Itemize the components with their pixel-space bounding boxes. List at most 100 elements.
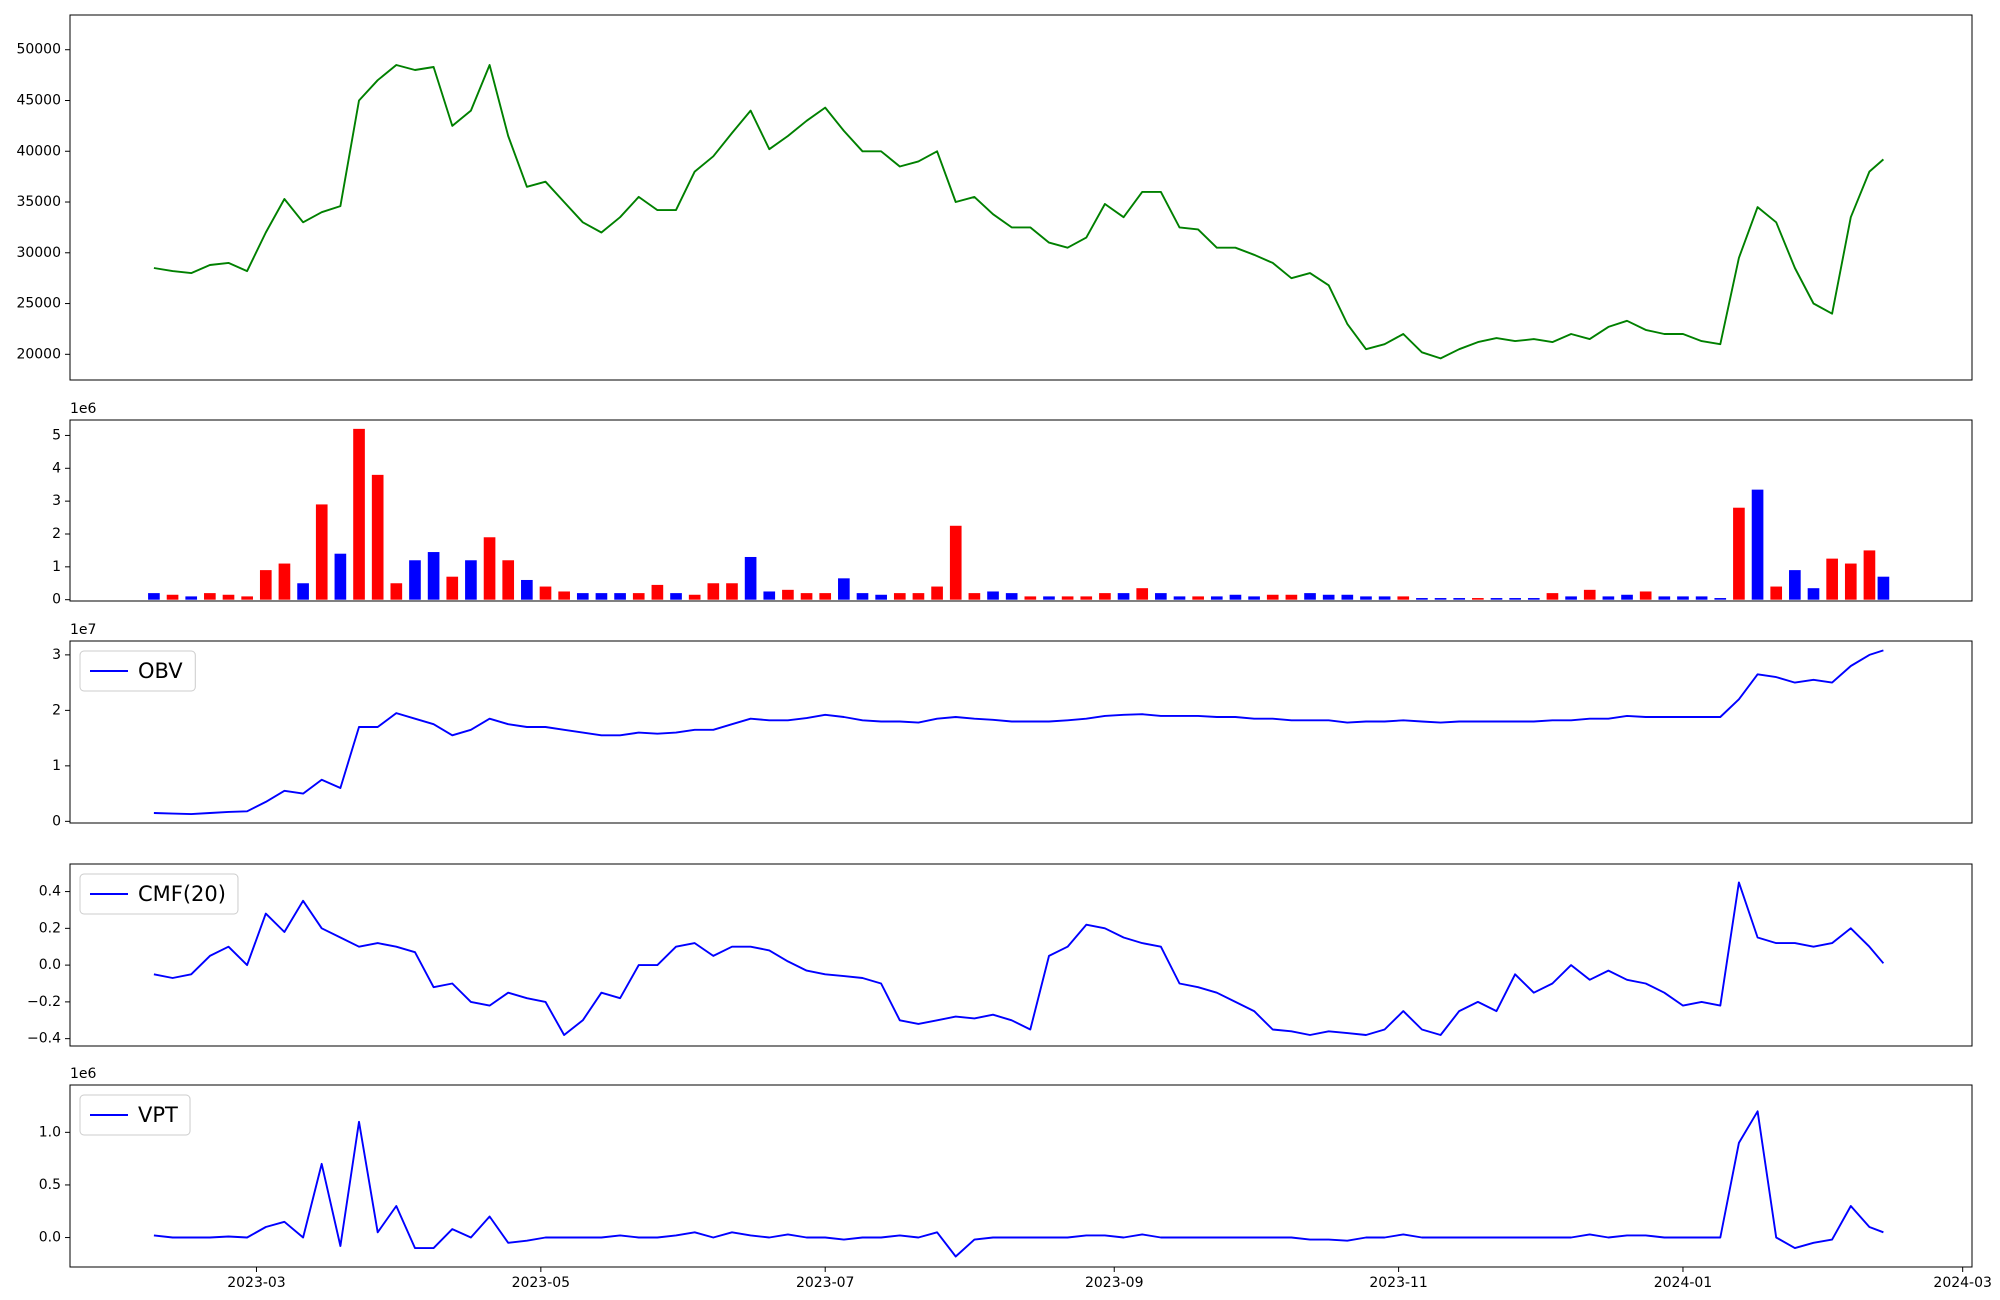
x-tick-label: 2024-01 <box>1654 1275 1713 1291</box>
volume-bar <box>782 589 794 600</box>
x-tick-label: 2023-05 <box>512 1275 571 1291</box>
volume-bar <box>539 586 552 600</box>
volume-bar <box>1136 588 1149 600</box>
volume-bar <box>259 570 272 600</box>
y-tick-label: 0.0 <box>39 957 61 973</box>
plot-frame <box>69 640 1973 824</box>
legend-box <box>79 650 196 692</box>
offset-label: 1e6 <box>70 1066 97 1082</box>
volume-bar <box>819 593 832 600</box>
volume-bar <box>968 593 981 600</box>
y-tick-label: −0.4 <box>27 1031 61 1047</box>
plot-frame <box>69 1084 1973 1268</box>
data-line <box>153 64 1885 360</box>
volume-bar <box>744 556 757 600</box>
volume-bar <box>409 560 421 600</box>
volume-bar <box>1397 596 1410 600</box>
y-tick-label: −0.2 <box>27 994 61 1010</box>
y-tick-label: 0.0 <box>39 1230 61 1246</box>
volume-bar <box>297 583 309 600</box>
volume-bar <box>1789 570 1801 600</box>
volume-bar <box>1155 593 1167 600</box>
volume-bar <box>1509 598 1521 600</box>
volume-bar <box>1378 596 1391 600</box>
volume-bar <box>1210 596 1223 600</box>
volume-bar <box>632 593 645 600</box>
volume-bar <box>1248 596 1260 600</box>
volume-bar <box>1677 596 1689 600</box>
volume-bar <box>800 593 813 600</box>
volume-bar <box>614 593 626 600</box>
volume-bar <box>502 560 515 600</box>
y-tick-label: 35000 <box>16 194 61 210</box>
volume-bar <box>166 594 179 600</box>
y-tick-label: 2 <box>52 702 61 718</box>
volume-bar <box>838 578 850 600</box>
volume-bar <box>1360 596 1372 600</box>
volume-bar <box>1453 598 1466 600</box>
volume-bar <box>1024 596 1037 600</box>
volume-bar <box>1546 593 1559 600</box>
volume-bar <box>1807 588 1820 600</box>
volume-bar <box>651 584 664 600</box>
volume-bar <box>1061 596 1074 600</box>
volume-bar <box>1117 593 1130 600</box>
offset-label: 1e7 <box>70 622 96 638</box>
x-tick-label: 2023-09 <box>1085 1275 1144 1291</box>
volume-bar <box>427 552 440 600</box>
volume-bar <box>1602 596 1615 600</box>
x-tick-label: 2024-03 <box>1933 1275 1992 1291</box>
volume-bar <box>148 593 160 600</box>
y-tick-label: 20000 <box>16 346 61 362</box>
volume-bar <box>1192 596 1204 600</box>
y-tick-label: 50000 <box>16 42 61 58</box>
y-tick-label: 40000 <box>16 143 61 159</box>
data-line <box>153 649 1884 816</box>
volume-bar <box>931 586 943 600</box>
volume-bar <box>1099 593 1111 600</box>
volume-bar <box>1826 558 1838 600</box>
y-tick-label: 1 <box>52 559 61 575</box>
volume-bar <box>204 593 216 600</box>
volume-bar <box>949 525 962 600</box>
volume-bar <box>763 591 776 600</box>
volume-bar <box>726 583 738 600</box>
volume-bar <box>1341 594 1354 600</box>
plot-frame <box>69 14 1973 381</box>
y-tick-label: 3 <box>52 493 61 509</box>
y-tick-label: 5 <box>52 427 61 443</box>
volume-bar <box>1527 598 1540 600</box>
volume-bar <box>595 593 608 600</box>
y-tick-label: 25000 <box>16 296 61 312</box>
y-tick-label: 2 <box>52 526 61 542</box>
legend-box <box>79 873 239 915</box>
volume-bar <box>987 591 999 600</box>
x-tick-label: 2023-11 <box>1369 1275 1428 1291</box>
y-tick-label: 4 <box>52 460 61 476</box>
volume-bar <box>707 583 720 600</box>
y-tick-label: 0.5 <box>39 1177 61 1193</box>
legend-box <box>79 1094 191 1136</box>
volume-bar <box>1583 589 1596 600</box>
y-tick-label: 0.4 <box>39 884 61 900</box>
data-line <box>153 1110 1884 1258</box>
volume-bar <box>1229 594 1242 600</box>
volume-bar <box>670 593 682 600</box>
volume-bar <box>1565 596 1577 600</box>
volume-bar <box>1472 598 1484 600</box>
volume-bar <box>1658 596 1671 600</box>
volume-bar <box>875 594 887 600</box>
legend-label: CMF(20) <box>138 882 226 906</box>
volume-bar <box>483 537 496 600</box>
legend-label: OBV <box>138 659 183 683</box>
y-tick-label: 0 <box>52 592 61 608</box>
y-tick-label: 30000 <box>16 245 61 261</box>
volume-bar <box>688 594 701 600</box>
volume-bar <box>1434 598 1447 600</box>
data-line <box>153 881 1885 1036</box>
x-tick-label: 2023-03 <box>227 1275 286 1291</box>
volume-bar <box>334 553 347 600</box>
volume-bar <box>278 563 291 600</box>
volume-bar <box>1751 489 1764 600</box>
